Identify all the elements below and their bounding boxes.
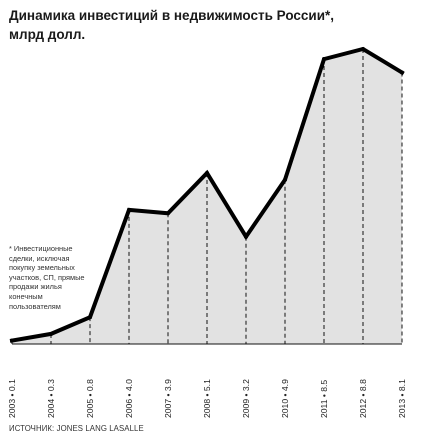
chart-footnote: * Инвестиционные сделки, исключая покупк… <box>9 244 85 311</box>
chart-title: Динамика инвестиций в недвижимость Росси… <box>9 8 335 42</box>
data-point-2011 <box>322 57 326 62</box>
data-point-2007 <box>166 211 170 216</box>
data-point-2008 <box>205 171 209 176</box>
data-point-2009 <box>244 234 248 239</box>
data-point-2006 <box>127 207 131 212</box>
data-point-2012 <box>361 47 365 51</box>
tick-label-2007: 2007 • 3.9 <box>163 379 173 418</box>
tick-label-2005: 2005 • 0.8 <box>85 379 95 418</box>
tick-label-2012: 2012 • 8.8 <box>358 379 368 418</box>
tick-label-2003: 2003 • 0.1 <box>7 379 17 418</box>
tick-label-2010: 2010 • 4.9 <box>280 379 290 418</box>
data-point-2010 <box>283 177 287 182</box>
tick-label-2011: 2011 • 8.5 <box>319 380 329 418</box>
tick-label-2006: 2006 • 4.0 <box>124 379 134 418</box>
data-point-2004 <box>49 331 53 336</box>
data-point-2003 <box>10 338 14 343</box>
tick-label-2008: 2008 • 5.1 <box>202 379 212 418</box>
tick-label-2004: 2004 • 0.3 <box>46 379 56 418</box>
data-point-2005 <box>88 315 92 320</box>
chart-source: ИСТОЧНИК: JONES LANG LASALLE <box>9 424 144 433</box>
data-point-2013 <box>400 70 404 75</box>
tick-label-2013: 2013 • 8.1 <box>397 379 407 418</box>
tick-label-2009: 2009 • 3.2 <box>241 379 251 418</box>
